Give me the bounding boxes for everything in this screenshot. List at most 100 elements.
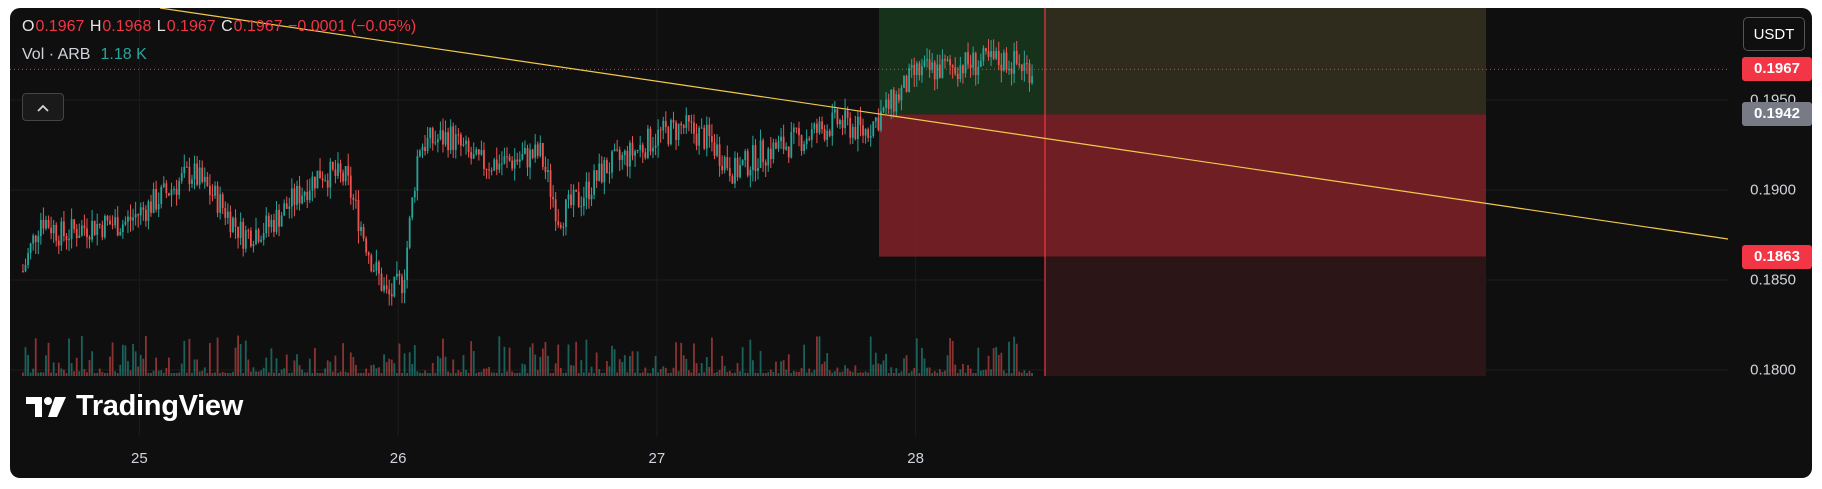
volume-bar [659, 369, 662, 376]
candle-body [357, 200, 360, 232]
candle-body [854, 126, 857, 139]
volume-bar [160, 370, 163, 376]
candle [777, 135, 780, 152]
candle [47, 215, 50, 229]
candle [385, 274, 388, 294]
volume-bar [995, 346, 998, 376]
candle [944, 54, 946, 69]
candle [298, 175, 301, 211]
candle-body [846, 110, 849, 118]
candle-body [237, 226, 239, 238]
volume-bar [767, 372, 770, 376]
candle-body [723, 157, 726, 171]
volume-bar [736, 363, 739, 376]
candle [206, 172, 209, 187]
candle-body [923, 60, 926, 67]
candle [741, 159, 744, 166]
volume-bar [47, 342, 50, 376]
candle [334, 159, 337, 184]
candle-body [96, 224, 99, 235]
currency-button[interactable]: USDT [1743, 17, 1805, 51]
candle-body [483, 150, 485, 170]
volume-bar [226, 372, 229, 376]
candle-body [347, 166, 350, 176]
volume-bar [577, 372, 580, 376]
candle [769, 136, 772, 169]
volume-bar [969, 368, 972, 376]
candle-body [242, 221, 245, 249]
volume-bar [887, 372, 890, 376]
candle-body [874, 117, 877, 122]
candle-body [239, 221, 242, 238]
candle-body [623, 150, 626, 156]
candle-body [403, 279, 406, 294]
volume-bar [109, 356, 111, 376]
candle-body [969, 64, 972, 68]
volume-bar [460, 372, 462, 376]
candle-body [80, 225, 83, 236]
candle [383, 277, 385, 294]
volume-bar [303, 372, 306, 376]
volume-bar [168, 357, 170, 376]
chart-plot-area[interactable]: O0.1967 H0.1968 L0.1967 C0.1967 −0.0001 … [10, 8, 1728, 436]
volume-bar [582, 372, 585, 376]
time-axis[interactable]: 25 26 27 28 [10, 436, 1728, 478]
candle-body [75, 229, 78, 238]
candle [80, 219, 83, 237]
candle-body [111, 224, 114, 226]
candle [644, 148, 647, 160]
candle [995, 47, 998, 61]
price-axis[interactable]: USDT 0.1950 0.1900 0.1850 0.1800 0.1967 0.194… [1728, 8, 1812, 478]
volume-bar [639, 372, 642, 376]
candle [103, 214, 106, 240]
volume-bar [1026, 372, 1028, 376]
candle [708, 117, 711, 148]
volume-bar [24, 347, 27, 376]
candle-body [98, 224, 101, 226]
candle [790, 121, 793, 159]
volume-bar [823, 361, 826, 376]
candle-body [116, 217, 119, 236]
candle-body [785, 146, 788, 150]
candle [68, 229, 70, 251]
volume-bar [821, 364, 823, 376]
candle-body [139, 207, 142, 216]
candle-body [337, 163, 339, 177]
candle [360, 221, 362, 236]
candle-body [972, 52, 975, 68]
candle [226, 203, 229, 225]
candle [841, 115, 844, 136]
candle-body [687, 115, 690, 122]
candlestick-chart[interactable] [10, 8, 1728, 436]
volume-bar [711, 337, 713, 376]
candle [183, 154, 186, 178]
volume-bar [833, 371, 836, 376]
candle [567, 189, 570, 209]
time-tick-label: 26 [389, 450, 407, 467]
candle [65, 233, 68, 250]
candle [544, 156, 547, 180]
volume-bar [421, 373, 424, 376]
candle-body [831, 112, 834, 136]
collapse-legend-button[interactable] [22, 93, 64, 121]
candle [808, 136, 811, 142]
candle [744, 149, 747, 168]
candle [736, 152, 739, 181]
volume-bar [613, 349, 616, 376]
candle-body [1028, 63, 1031, 83]
volume-bar [354, 364, 357, 376]
candle-body [833, 109, 836, 113]
candle-body [667, 127, 670, 145]
candle [631, 136, 634, 161]
candle-body [977, 66, 980, 76]
candle-body [880, 111, 882, 131]
candle-body [144, 209, 147, 221]
volume-bar [283, 368, 286, 376]
candle [626, 145, 629, 177]
candle-body [580, 206, 583, 208]
candle-body [572, 189, 575, 206]
volume-bar [293, 360, 296, 376]
candle-body [490, 170, 493, 172]
candle [641, 142, 644, 164]
volume-bar [777, 372, 780, 376]
